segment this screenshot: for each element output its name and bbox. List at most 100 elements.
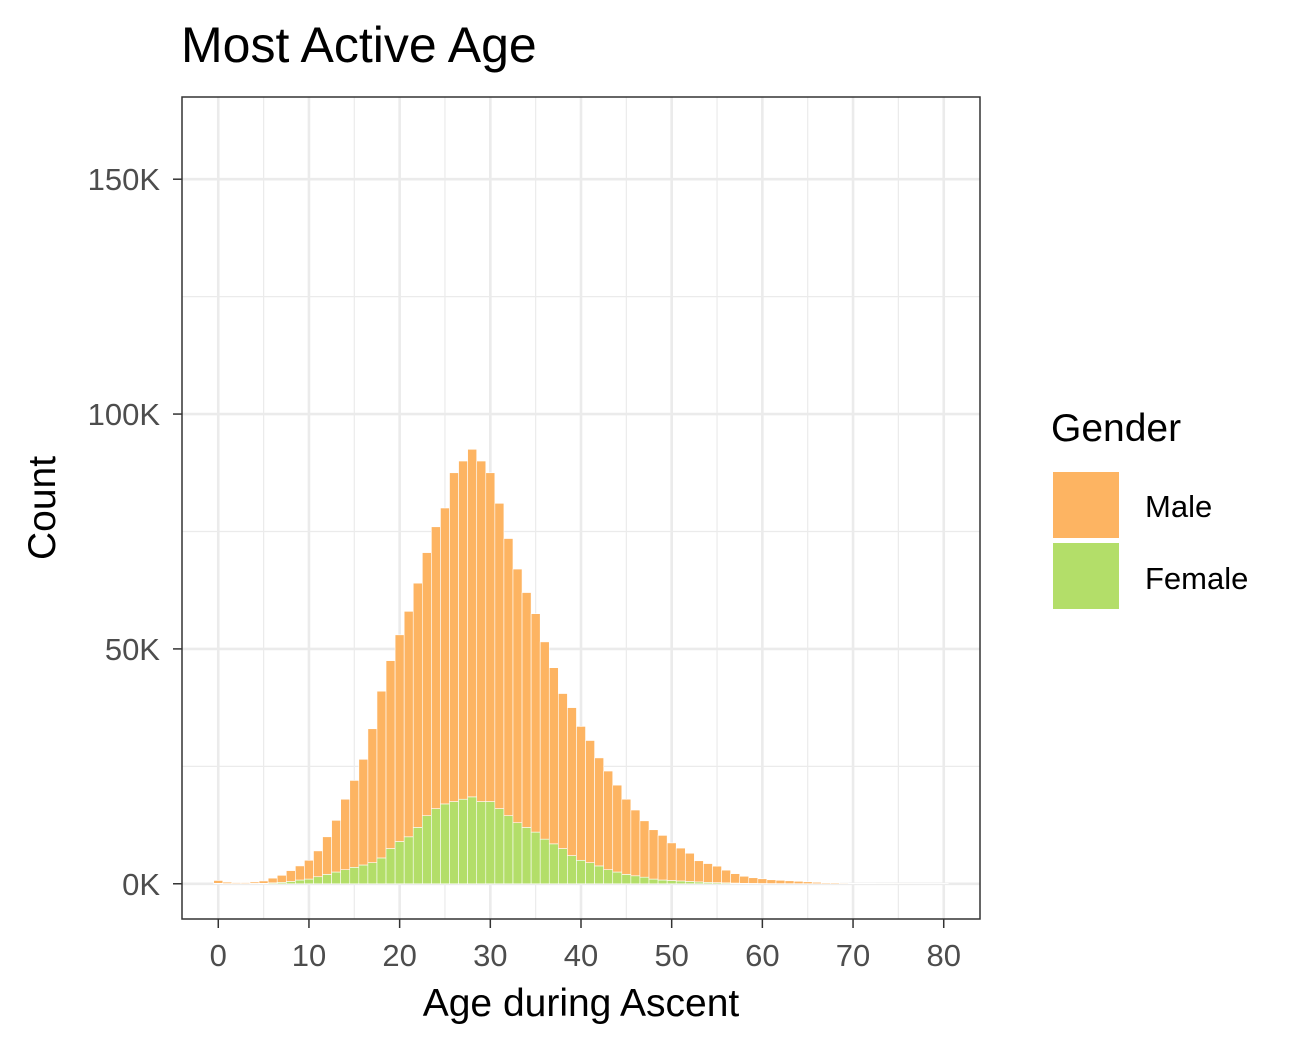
bar-male — [558, 693, 568, 849]
y-axis-title: Count — [21, 456, 64, 560]
bar-male — [503, 538, 514, 816]
bar-female — [340, 869, 351, 885]
bar-male — [422, 552, 432, 816]
bar-male — [576, 726, 586, 861]
bar-female — [385, 848, 396, 885]
bar-female — [458, 798, 468, 885]
bar-male — [412, 582, 423, 828]
bar-female — [558, 848, 568, 885]
bar-male — [322, 836, 332, 875]
bar-female — [422, 815, 432, 885]
x-axis: 0 10 20 30 40 50 60 70 80 — [210, 919, 961, 973]
bar-male — [394, 634, 405, 842]
bar-male — [358, 758, 369, 866]
y-tick-label: 150K — [88, 162, 161, 197]
bar-male — [694, 860, 704, 883]
bar-male — [721, 869, 731, 884]
bar-male — [657, 835, 668, 881]
bar-female — [521, 827, 532, 885]
x-tick-label: 50 — [654, 938, 688, 973]
bar-female — [476, 801, 487, 885]
bar-female — [285, 881, 296, 885]
bar-male — [630, 809, 641, 877]
x-tick-label: 70 — [836, 938, 870, 973]
bar-male — [585, 740, 595, 863]
bar-male — [494, 503, 505, 809]
bar-female — [684, 881, 695, 885]
bar-male — [213, 880, 224, 884]
bar-female — [512, 822, 523, 885]
bar-male — [766, 879, 777, 884]
bar-female — [449, 801, 459, 885]
x-tick-label: 30 — [473, 938, 507, 973]
legend-key-female — [1053, 543, 1119, 609]
legend: Gender Male Female — [1051, 407, 1248, 609]
bar-male — [739, 875, 750, 884]
bar-male — [231, 882, 242, 884]
bar-male — [567, 707, 577, 856]
bar-male — [775, 879, 786, 884]
bar-male — [784, 880, 795, 884]
bar-female — [313, 876, 323, 885]
bar-male — [385, 660, 396, 849]
bar-male — [340, 798, 351, 870]
bar-female — [548, 843, 559, 885]
bar-male — [476, 460, 487, 802]
y-tick-label: 0K — [122, 867, 160, 902]
bar-male — [440, 507, 450, 805]
bar-male — [222, 881, 233, 884]
bar-female — [485, 801, 496, 885]
legend-label-female: Female — [1145, 561, 1248, 596]
bar-male — [285, 870, 296, 882]
bars — [213, 448, 949, 885]
bar-male — [639, 820, 650, 878]
bar-female — [630, 875, 641, 885]
bar-female — [648, 878, 659, 885]
bar-female — [412, 827, 423, 885]
bar-female — [621, 874, 632, 885]
bar-male — [666, 842, 677, 881]
bar-female — [440, 803, 450, 885]
bar-male — [376, 690, 387, 859]
bar-male — [748, 877, 759, 884]
bar-male — [793, 881, 804, 884]
bar-female — [612, 871, 623, 885]
bar-male — [240, 882, 251, 884]
bar-male — [675, 847, 686, 882]
bar-male — [349, 780, 360, 868]
bar-female — [530, 831, 541, 885]
bar-female — [585, 862, 595, 885]
bar-male — [648, 829, 659, 880]
bar-female — [322, 874, 332, 885]
bar-male — [811, 881, 822, 885]
bar-female — [304, 878, 314, 885]
bar-male — [331, 820, 341, 873]
bar-male — [621, 798, 632, 875]
bar-male — [757, 878, 768, 884]
bar-male — [449, 472, 459, 802]
bar-male — [295, 865, 305, 881]
x-tick-label: 80 — [926, 938, 960, 973]
bar-male — [730, 873, 740, 884]
bar-female — [349, 867, 360, 885]
bar-male — [521, 592, 532, 828]
bar-male — [485, 472, 496, 802]
bar-female — [594, 865, 604, 885]
y-tick-label: 50K — [105, 632, 160, 667]
legend-key-male — [1053, 472, 1119, 538]
bar-male — [249, 881, 260, 884]
x-tick-label: 60 — [745, 938, 779, 973]
bar-female — [539, 838, 550, 885]
bar-male — [313, 850, 323, 878]
bar-female — [331, 871, 341, 885]
x-tick-label: 10 — [292, 938, 326, 973]
bar-male — [258, 880, 269, 884]
bar-male — [367, 728, 378, 863]
bar-female — [467, 796, 478, 885]
bar-female — [503, 815, 514, 885]
legend-title: Gender — [1051, 407, 1181, 450]
bar-male — [403, 611, 414, 838]
y-axis: 0K 50K 100K 150K — [88, 162, 182, 902]
bar-male — [821, 882, 831, 885]
bar-female — [394, 841, 405, 885]
